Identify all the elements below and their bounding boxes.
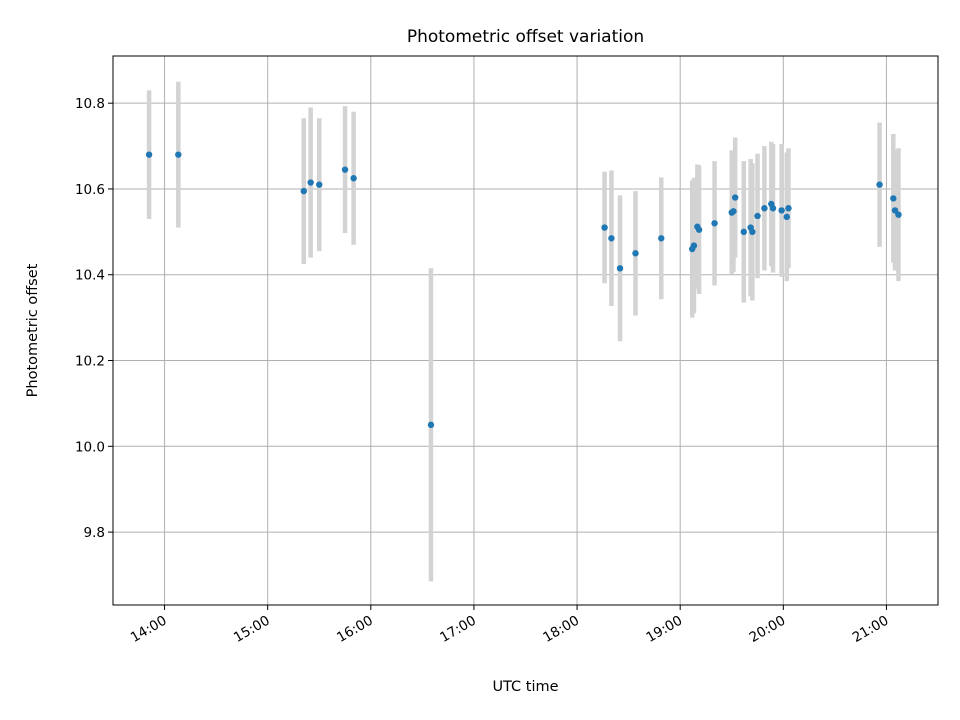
data-point bbox=[785, 205, 792, 212]
data-point bbox=[300, 187, 307, 195]
data-point bbox=[175, 151, 182, 158]
data-point bbox=[749, 228, 756, 236]
data-point bbox=[601, 224, 608, 231]
data-point bbox=[778, 207, 785, 214]
data-point bbox=[740, 228, 747, 236]
data-point bbox=[316, 181, 323, 188]
data-point bbox=[730, 208, 737, 215]
data-point bbox=[427, 421, 435, 429]
y-tick-label: 10.2 bbox=[75, 354, 105, 370]
y-tick-label: 9.8 bbox=[84, 525, 105, 541]
data-point bbox=[754, 212, 761, 220]
data-point bbox=[876, 181, 883, 188]
y-tick-label: 10.6 bbox=[75, 182, 105, 198]
data-points bbox=[145, 151, 902, 429]
data-point bbox=[783, 213, 790, 221]
y-tick-label: 10.0 bbox=[75, 439, 105, 455]
grid bbox=[113, 56, 938, 605]
data-point bbox=[711, 220, 718, 227]
data-point bbox=[632, 250, 639, 257]
data-point bbox=[145, 151, 153, 158]
data-point bbox=[695, 226, 703, 233]
data-point bbox=[341, 166, 349, 173]
y-tick-label: 10.4 bbox=[75, 268, 105, 284]
y-axis-label: Photometric offset bbox=[25, 263, 41, 397]
data-point bbox=[608, 235, 615, 242]
data-point bbox=[690, 242, 698, 249]
y-axis: 9.8 10.0 10.2 10.4 10.6 10.8 bbox=[75, 96, 113, 541]
data-point bbox=[616, 265, 624, 272]
y-tick-label: 10.8 bbox=[75, 96, 105, 112]
data-point bbox=[658, 235, 665, 242]
data-point bbox=[891, 207, 899, 214]
data-point bbox=[350, 175, 357, 182]
x-axis-label: UTC time bbox=[492, 679, 558, 695]
data-point bbox=[769, 205, 777, 212]
data-point bbox=[307, 179, 314, 186]
chart-title: Photometric offset variation bbox=[407, 27, 644, 47]
data-point bbox=[731, 194, 739, 201]
data-point bbox=[761, 205, 768, 212]
data-point bbox=[895, 211, 902, 218]
plot-frame bbox=[112, 55, 939, 606]
data-point bbox=[890, 195, 897, 202]
